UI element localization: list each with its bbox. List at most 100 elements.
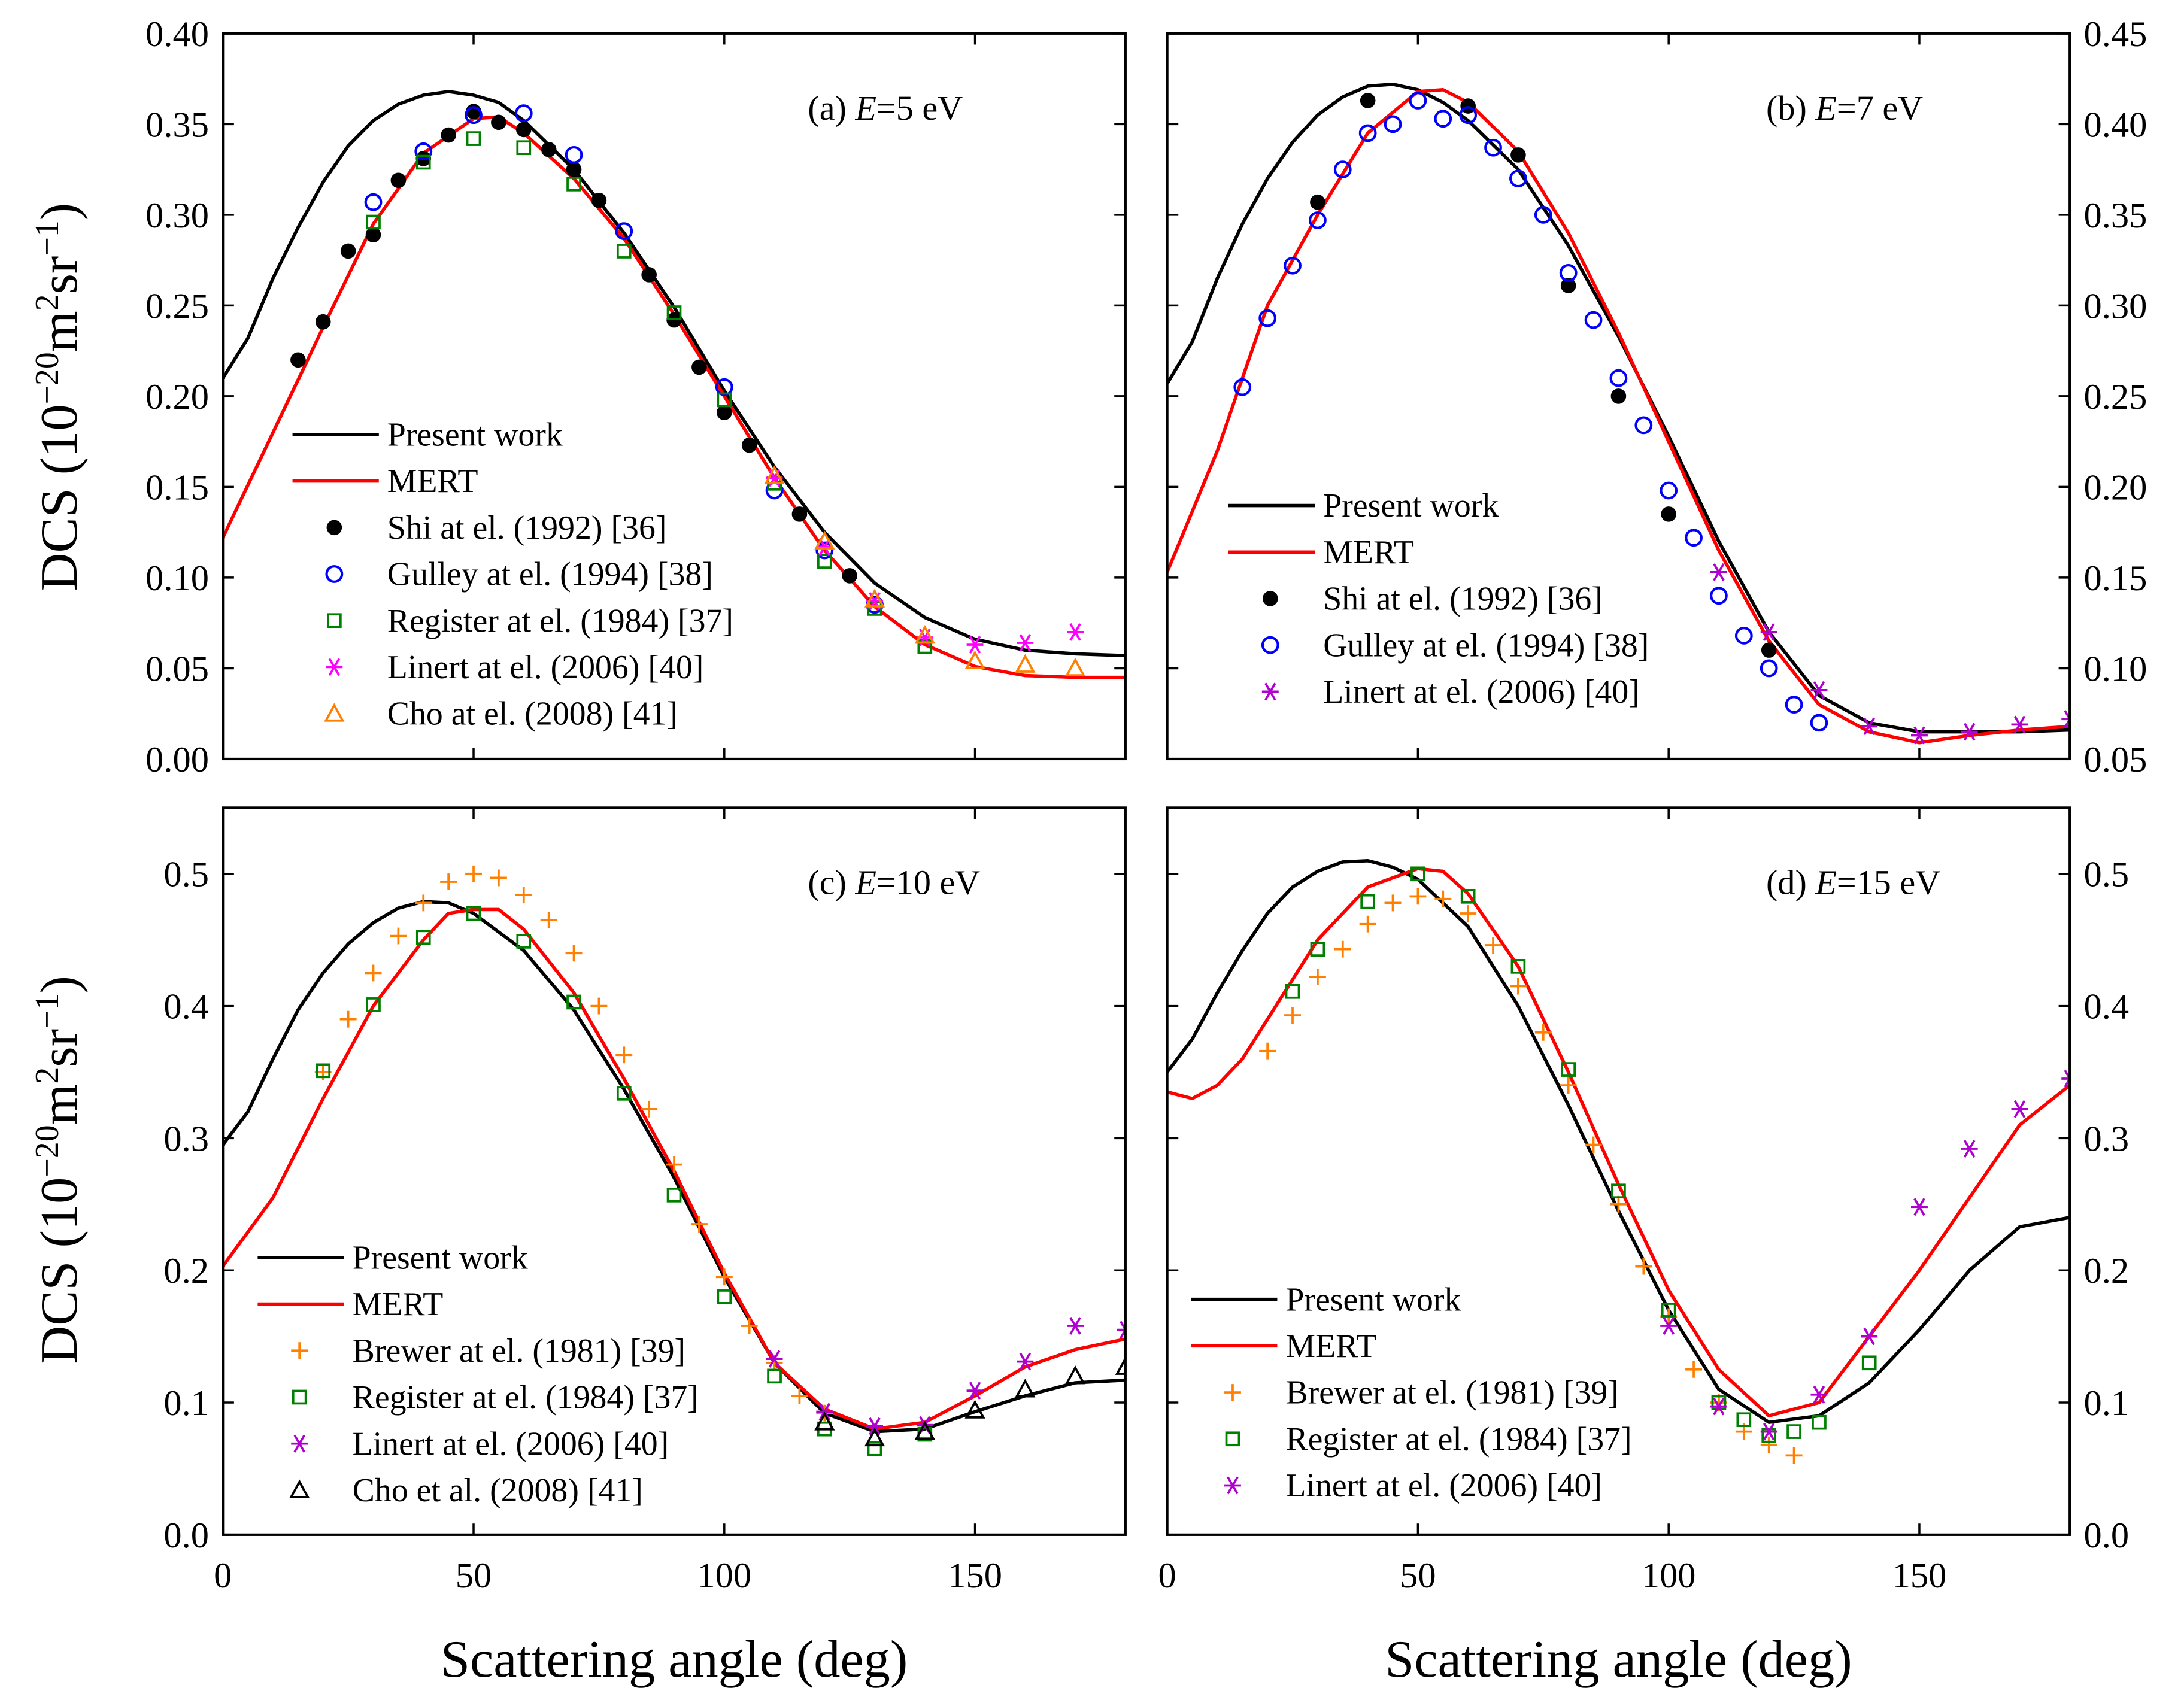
data-point [1560,1077,1577,1094]
data-point [491,114,506,130]
data-point [690,1215,708,1233]
data-point [666,1156,682,1173]
data-point [540,912,557,929]
data-point [1661,1303,1676,1318]
data-point [1510,147,1526,163]
legend-label: MERT [1285,1328,1376,1365]
data-point [1409,92,1427,110]
plot-area [223,90,1126,679]
panel-a: 0.00 0.05 0.10 0.15 0.20 0.25 0.30 0.35 0.40 Pres… [145,14,1127,780]
plot-area [1167,82,2070,745]
data-point [616,1086,632,1101]
legend-marker [292,1389,307,1405]
y-tick-label: 0.1 [163,1383,209,1423]
data-point [867,1441,882,1456]
data-point [1911,1198,1928,1216]
data-point [715,378,733,396]
data-point [515,887,532,904]
data-point [1760,659,1778,678]
y-tick-label: 0.0 [163,1516,209,1556]
data-point [565,945,583,962]
data-point [390,172,407,189]
data-point [1661,506,1676,522]
legend-marker [1224,1384,1241,1401]
series-line-mert [223,115,1126,679]
y-tick-label: 0.5 [163,855,209,895]
y-tick-label: 0.15 [145,468,209,508]
data-point [490,869,507,887]
data-point [465,865,482,882]
legend-label: Linert at el. (2006) [40] [1323,673,1640,711]
legend-label: Present work [1323,487,1499,524]
y-tick-label: 0.1 [2083,1383,2129,1423]
legend-label: MERT [353,1286,444,1323]
panel-annotation: (a) E=5 eV [808,89,963,128]
data-point [566,162,582,177]
data-point [1460,888,1476,904]
data-point [1611,1183,1626,1199]
ylabel-bottom: DCS (10−20m2sr−1) [29,976,89,1364]
legend-marker [1224,1476,1241,1495]
legend-marker [327,613,342,629]
data-point [1485,937,1502,954]
data-point [1635,1258,1652,1275]
data-point [591,192,607,208]
y-tick-label: 0.10 [145,558,209,599]
y-tick-label: 0.15 [2083,558,2147,599]
data-point [514,104,533,123]
legend-label: Gulley at el. (1994) [38] [1323,627,1649,664]
data-point [1017,634,1034,652]
data-point [2061,1070,2070,1088]
data-point [1911,726,1928,745]
data-point [316,1063,331,1079]
legend-marker [326,520,342,536]
data-point [1434,110,1452,128]
data-point [590,997,608,1015]
x-tick-label: 150 [1892,1556,1947,1596]
data-point [616,244,632,259]
data-point [1017,1352,1034,1371]
data-point [1812,1414,1827,1430]
data-point [741,437,757,453]
series-line-present-work [1167,82,2070,734]
legend-label: Brewer at el. (1981) [39] [353,1332,686,1370]
data-point [641,1100,658,1118]
data-point [817,554,832,569]
x-tick-label: 50 [1400,1556,1436,1596]
data-point [366,214,381,230]
data-point [1067,623,1084,641]
series-line-present-work [1167,859,2070,1424]
data-point [1685,529,1703,547]
y-tick-label: 0.0 [2083,1516,2129,1556]
y-tick-label: 0.25 [145,286,209,326]
data-point [641,267,657,283]
data-point [1410,866,1425,882]
data-point [1358,124,1377,142]
data-point [1459,106,1478,125]
legend-marker [291,1434,308,1453]
data-point [1710,563,1727,581]
data-point [1310,194,1325,210]
legend-label: Linert at el. (2006) [40] [1285,1467,1602,1504]
xlabel-left: Scattering angle (deg) [441,1630,908,1689]
data-point [842,568,857,584]
panel-annotation: (b) E=7 eV [1766,89,1923,128]
x-tick-label: 100 [697,1556,751,1596]
data-point [1711,1395,1727,1410]
data-point [1810,1385,1828,1404]
data-point [1409,888,1427,905]
panel-annotation: (d) E=15 eV [1766,863,1940,902]
y-tick-label: 0.35 [145,105,209,145]
data-point [1384,894,1402,912]
legend-marker [1261,636,1279,654]
legend-label: Register at el. (1984) [37] [1285,1420,1631,1458]
data-point [1067,1317,1084,1335]
data-point [1861,1327,1878,1346]
series-line-mert [223,907,1126,1431]
plot-area [1167,859,2070,1464]
data-point [1309,211,1327,229]
y-tick-label: 0.10 [2083,649,2147,689]
data-point [566,177,581,192]
data-point [767,1368,782,1384]
data-point [914,625,935,644]
